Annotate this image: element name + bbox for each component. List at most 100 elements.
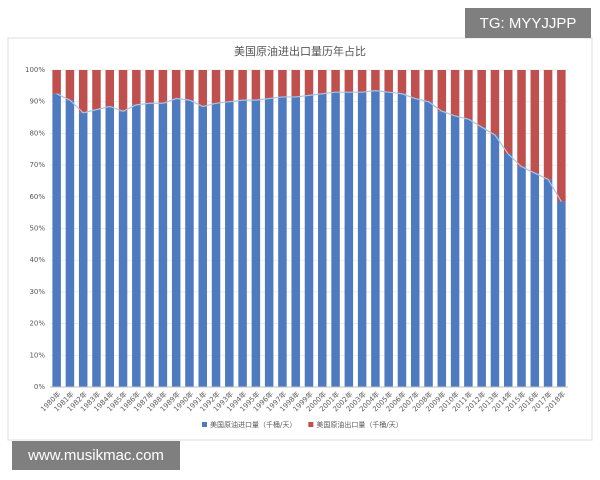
bar-segment <box>198 70 207 107</box>
bar-segment <box>211 103 221 387</box>
bar-segment <box>371 70 380 91</box>
bar-segment <box>225 101 234 387</box>
watermark-box <box>12 441 180 470</box>
bar-segment <box>78 70 88 113</box>
trend-line <box>56 90 562 202</box>
bar-segment <box>65 70 75 101</box>
bar-segment <box>278 70 287 97</box>
bar-segment <box>477 70 486 128</box>
bar-segment <box>291 70 300 97</box>
bar-segment <box>490 134 500 387</box>
bar-segment <box>158 103 168 387</box>
bar-segment <box>543 70 553 180</box>
bar-segment <box>105 70 115 107</box>
bar-segment <box>424 70 433 102</box>
bar-segment <box>331 92 340 387</box>
watermark: TG: MYYJJPP <box>480 15 577 32</box>
y-tick-label: 80% <box>29 129 45 137</box>
y-tick-label: 90% <box>29 98 45 106</box>
bar-segment <box>464 119 473 387</box>
bar-segment <box>397 93 407 388</box>
bar-segment <box>397 70 407 94</box>
bar-segment <box>92 70 101 110</box>
bar-segment <box>450 115 460 387</box>
y-tick-label: 20% <box>29 320 45 328</box>
y-tick-label: 100% <box>25 66 45 74</box>
bar-segment <box>105 106 115 387</box>
bar-segment <box>291 96 300 387</box>
bar-segment <box>118 70 128 112</box>
bar-segment <box>92 109 101 387</box>
bar-segment <box>52 70 61 94</box>
y-tick-label: 60% <box>29 193 45 201</box>
bar-segment <box>264 98 274 387</box>
bar-segment <box>490 70 500 135</box>
bar-segment <box>238 70 247 101</box>
y-tick-label: 70% <box>29 161 45 169</box>
bar-segment <box>503 70 513 155</box>
y-tick-label: 0% <box>34 383 45 391</box>
legend-swatch <box>308 422 314 427</box>
chart-title: 美国原油进出口量历年占比 <box>234 44 366 58</box>
y-tick-label: 40% <box>29 256 45 264</box>
bar-segment <box>437 70 447 112</box>
bar-segment <box>450 70 460 116</box>
bar-segment <box>318 70 327 94</box>
bar-segment <box>145 103 154 387</box>
legend-label: 美国原油进口量（千桶/天） <box>210 420 296 429</box>
bar-segment <box>543 179 553 387</box>
bar-segment <box>251 100 261 388</box>
bar-segment <box>158 70 168 104</box>
bar-segment <box>264 70 274 99</box>
bar-segment <box>318 93 327 388</box>
bar-segment <box>557 201 566 387</box>
bar-segment <box>132 70 141 105</box>
bar-segment <box>185 70 194 101</box>
y-tick-label: 30% <box>29 288 45 296</box>
bar-segment <box>411 98 420 387</box>
bar-segment <box>464 70 473 120</box>
bar-segment <box>384 92 393 387</box>
bar-segment <box>171 98 181 387</box>
y-tick-label: 10% <box>29 351 45 359</box>
bar-segment <box>198 106 207 387</box>
bar-segment <box>437 111 447 388</box>
bar-segment <box>517 70 526 167</box>
bar-segment <box>371 90 380 387</box>
bar-segment <box>357 70 367 93</box>
bar-segment <box>411 70 420 99</box>
bar-segment <box>238 100 247 388</box>
bar-segment <box>118 111 128 388</box>
bar-segment <box>225 70 234 102</box>
watermark-box <box>465 8 591 38</box>
bar-segment <box>530 173 540 387</box>
bar-segment <box>132 104 141 388</box>
bar-segment <box>304 95 314 388</box>
bar-segment <box>171 70 181 99</box>
bar-segment <box>344 70 354 93</box>
bar-segment <box>344 92 354 387</box>
bar-segment <box>278 96 287 387</box>
bar-segment <box>251 70 261 101</box>
bar-segment <box>52 93 61 388</box>
bar-segment <box>331 70 340 93</box>
bar-segment <box>65 100 75 388</box>
bar-segment <box>477 127 486 387</box>
bar-segment <box>185 100 194 388</box>
bar-segment <box>384 70 393 93</box>
bar-segment <box>357 92 367 387</box>
legend-swatch <box>202 422 207 427</box>
bar-segment <box>517 166 526 387</box>
legend-label: 美国原油出口量（千桶/天） <box>316 420 402 429</box>
bar-segment <box>557 70 566 202</box>
bar-segment <box>211 70 221 104</box>
bar-segment <box>503 154 513 387</box>
bar-segment <box>78 112 88 388</box>
bar-segment <box>530 70 540 174</box>
y-tick-label: 50% <box>29 225 45 233</box>
bar-segment <box>145 70 154 104</box>
bar-segment <box>304 70 314 96</box>
watermark: www.musikmac.com <box>27 447 164 464</box>
bar-segment <box>424 101 433 387</box>
